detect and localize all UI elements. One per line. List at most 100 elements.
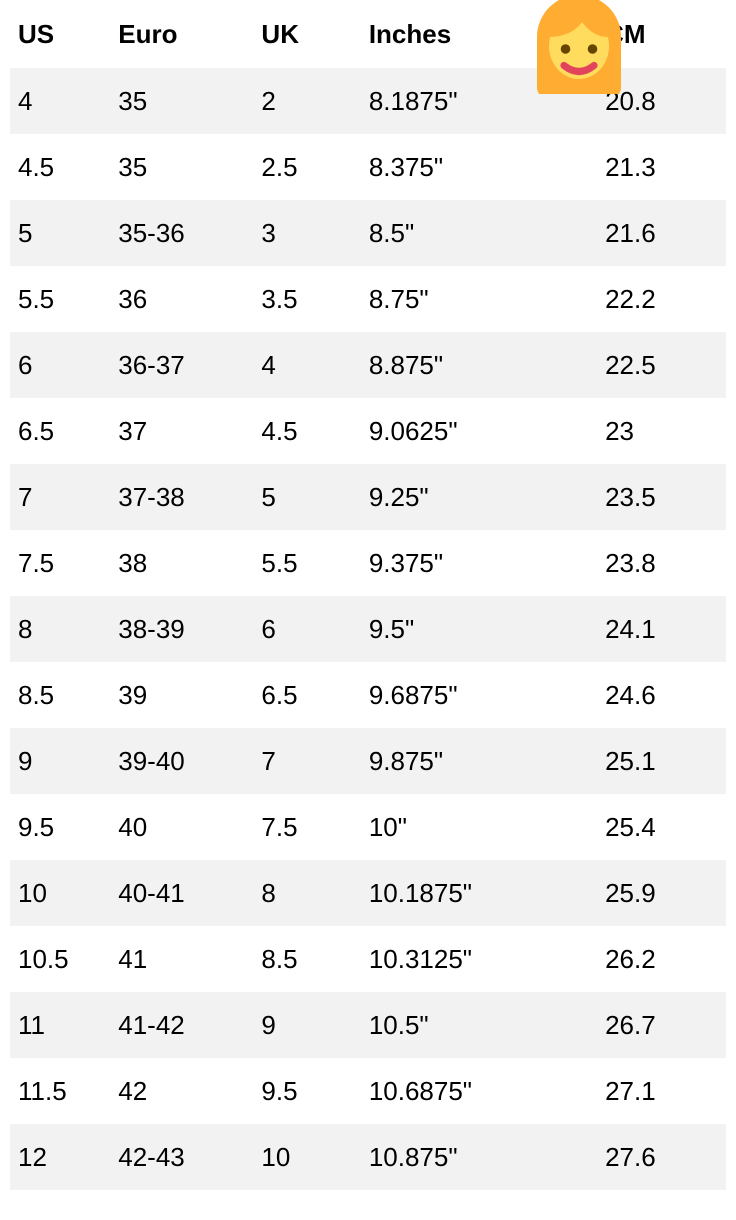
cell-inches: 9.375" (361, 530, 597, 596)
size-chart-container: US Euro UK Inches (0, 0, 736, 1220)
cell-inches: 8.875" (361, 332, 597, 398)
cell-euro: 35-36 (110, 200, 253, 266)
cell-euro: 38 (110, 530, 253, 596)
cell-uk: 3.5 (253, 266, 360, 332)
table-row: 535-3638.5"21.6 (10, 200, 726, 266)
cell-uk: 2.5 (253, 134, 360, 200)
cell-us: 8 (10, 596, 110, 662)
cell-cm: 23.5 (597, 464, 726, 530)
table-row: 636-3748.875"22.5 (10, 332, 726, 398)
cell-cm: 26.7 (597, 992, 726, 1058)
cell-inches: 10.6875" (361, 1058, 597, 1124)
col-header-uk: UK (253, 0, 360, 68)
cell-inches: 10.5" (361, 992, 597, 1058)
cell-us: 4 (10, 68, 110, 134)
table-header-row: US Euro UK Inches (10, 0, 726, 68)
cell-uk: 4.5 (253, 398, 360, 464)
table-row: 6.5374.59.0625"23 (10, 398, 726, 464)
cell-cm: 23 (597, 398, 726, 464)
cell-cm: 21.6 (597, 200, 726, 266)
cell-uk: 5.5 (253, 530, 360, 596)
table-row: 8.5396.59.6875"24.6 (10, 662, 726, 728)
cell-inches: 8.1875" (361, 68, 597, 134)
table-row: 7.5385.59.375"23.8 (10, 530, 726, 596)
cell-uk: 9.5 (253, 1058, 360, 1124)
cell-euro: 40 (110, 794, 253, 860)
cell-euro: 37-38 (110, 464, 253, 530)
cell-uk: 5 (253, 464, 360, 530)
cell-us: 8.5 (10, 662, 110, 728)
cell-cm: 24.1 (597, 596, 726, 662)
cell-cm: 22.5 (597, 332, 726, 398)
cell-uk: 6.5 (253, 662, 360, 728)
table-row: 1242-431010.875"27.6 (10, 1124, 726, 1190)
cell-euro: 39-40 (110, 728, 253, 794)
cell-cm: 27.6 (597, 1124, 726, 1190)
table-row: 11.5429.510.6875"27.1 (10, 1058, 726, 1124)
table-row: 10.5418.510.3125"26.2 (10, 926, 726, 992)
cell-cm: 23.8 (597, 530, 726, 596)
cell-inches: 9.875" (361, 728, 597, 794)
cell-euro: 35 (110, 68, 253, 134)
cell-us: 10.5 (10, 926, 110, 992)
cell-us: 11 (10, 992, 110, 1058)
cell-uk: 6 (253, 596, 360, 662)
cell-uk: 9 (253, 992, 360, 1058)
cell-us: 6 (10, 332, 110, 398)
cell-us: 5.5 (10, 266, 110, 332)
col-header-cm: CM (597, 0, 726, 68)
table-row: 4.5352.58.375"21.3 (10, 134, 726, 200)
cell-inches: 8.75" (361, 266, 597, 332)
col-header-us: US (10, 0, 110, 68)
cell-us: 11.5 (10, 1058, 110, 1124)
table-body: 43528.1875"20.84.5352.58.375"21.3535-363… (10, 68, 726, 1190)
table-row: 1141-42910.5"26.7 (10, 992, 726, 1058)
col-header-inches-label: Inches (369, 19, 451, 49)
col-header-euro: Euro (110, 0, 253, 68)
cell-euro: 38-39 (110, 596, 253, 662)
cell-inches: 10" (361, 794, 597, 860)
cell-cm: 22.2 (597, 266, 726, 332)
cell-cm: 25.1 (597, 728, 726, 794)
cell-uk: 7.5 (253, 794, 360, 860)
cell-euro: 42-43 (110, 1124, 253, 1190)
cell-us: 7 (10, 464, 110, 530)
cell-inches: 9.5" (361, 596, 597, 662)
cell-euro: 39 (110, 662, 253, 728)
cell-euro: 36 (110, 266, 253, 332)
cell-cm: 27.1 (597, 1058, 726, 1124)
cell-euro: 41 (110, 926, 253, 992)
cell-us: 5 (10, 200, 110, 266)
cell-us: 7.5 (10, 530, 110, 596)
cell-euro: 40-41 (110, 860, 253, 926)
cell-uk: 2 (253, 68, 360, 134)
cell-cm: 21.3 (597, 134, 726, 200)
cell-cm: 26.2 (597, 926, 726, 992)
table-row: 1040-41810.1875"25.9 (10, 860, 726, 926)
cell-uk: 7 (253, 728, 360, 794)
cell-euro: 36-37 (110, 332, 253, 398)
cell-inches: 9.25" (361, 464, 597, 530)
table-row: 9.5407.510"25.4 (10, 794, 726, 860)
cell-us: 9 (10, 728, 110, 794)
cell-inches: 10.875" (361, 1124, 597, 1190)
cell-euro: 35 (110, 134, 253, 200)
table-row: 5.5363.58.75"22.2 (10, 266, 726, 332)
cell-cm: 20.8 (597, 68, 726, 134)
cell-inches: 10.3125" (361, 926, 597, 992)
cell-cm: 24.6 (597, 662, 726, 728)
cell-inches: 8.5" (361, 200, 597, 266)
cell-uk: 4 (253, 332, 360, 398)
cell-cm: 25.9 (597, 860, 726, 926)
cell-inches: 9.6875" (361, 662, 597, 728)
table-row: 838-3969.5"24.1 (10, 596, 726, 662)
cell-uk: 8 (253, 860, 360, 926)
col-header-inches: Inches (361, 0, 597, 68)
cell-us: 9.5 (10, 794, 110, 860)
cell-us: 10 (10, 860, 110, 926)
cell-cm: 25.4 (597, 794, 726, 860)
cell-uk: 3 (253, 200, 360, 266)
table-row: 939-4079.875"25.1 (10, 728, 726, 794)
cell-uk: 10 (253, 1124, 360, 1190)
cell-inches: 9.0625" (361, 398, 597, 464)
